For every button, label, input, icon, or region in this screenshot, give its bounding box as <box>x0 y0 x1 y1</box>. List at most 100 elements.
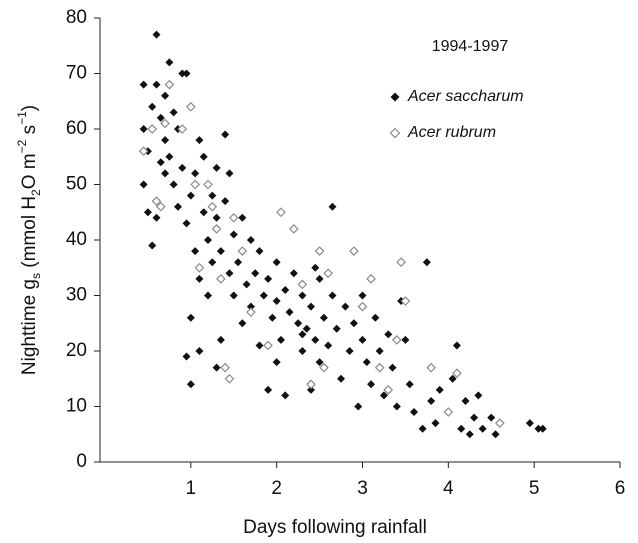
point <box>272 358 281 367</box>
point <box>401 335 410 344</box>
point <box>216 274 226 284</box>
point <box>418 424 427 433</box>
point <box>178 69 187 78</box>
point <box>487 413 496 422</box>
point <box>173 202 182 211</box>
point <box>478 424 487 433</box>
point <box>374 362 385 373</box>
point <box>155 201 166 212</box>
point <box>255 247 264 256</box>
point <box>379 391 388 400</box>
point <box>139 180 148 189</box>
point <box>212 363 221 372</box>
point <box>143 208 152 217</box>
point <box>457 424 466 433</box>
point <box>229 230 238 239</box>
point <box>246 302 255 311</box>
point <box>315 274 324 283</box>
point <box>410 408 418 417</box>
x-tick-label: 6 <box>615 478 626 499</box>
point <box>392 402 401 411</box>
point <box>358 335 367 344</box>
point <box>375 347 384 355</box>
point <box>156 113 165 122</box>
y-label-part: ) <box>19 105 40 111</box>
point <box>281 285 290 294</box>
point <box>161 169 170 178</box>
point <box>164 79 175 90</box>
y-tick-label: 60 <box>66 118 87 139</box>
y-label-part: s <box>19 125 40 140</box>
y-label-part: −1 <box>15 111 29 125</box>
point <box>216 247 225 256</box>
point <box>148 241 157 250</box>
point <box>538 424 547 433</box>
point <box>491 430 500 439</box>
point <box>465 430 474 439</box>
y-tick-label: 50 <box>66 174 87 195</box>
point <box>384 330 393 339</box>
point <box>319 313 328 322</box>
y-label-part: (mmol H <box>19 196 40 273</box>
point <box>362 358 371 367</box>
point <box>315 358 324 367</box>
point <box>186 191 195 200</box>
point <box>165 152 174 161</box>
point <box>212 163 221 172</box>
point <box>182 219 191 228</box>
point <box>311 335 320 344</box>
y-label-part: 2 <box>29 189 43 196</box>
point <box>156 158 165 167</box>
point <box>139 80 148 89</box>
point <box>426 362 437 373</box>
legend-marker <box>390 92 400 102</box>
point <box>314 246 325 256</box>
point <box>285 308 294 317</box>
point <box>212 213 221 222</box>
point <box>228 212 239 223</box>
point <box>229 291 238 300</box>
point <box>452 368 462 379</box>
y-label-part: Nighttime g <box>19 279 40 375</box>
y-tick-label: 20 <box>66 340 87 361</box>
x-tick-label: 3 <box>357 478 368 499</box>
point <box>148 102 157 111</box>
point <box>298 291 307 300</box>
point <box>435 385 444 394</box>
point <box>383 385 394 395</box>
point <box>470 413 479 422</box>
point <box>294 319 303 328</box>
point <box>443 407 454 417</box>
point <box>195 274 204 283</box>
point <box>161 136 170 145</box>
point <box>195 136 204 145</box>
point <box>191 169 200 178</box>
point <box>255 341 264 350</box>
point <box>190 179 200 190</box>
point <box>246 307 256 317</box>
point <box>323 268 334 279</box>
x-tick-label: 2 <box>271 478 282 499</box>
point <box>191 247 200 256</box>
legend-label: Acer saccharum <box>407 88 524 105</box>
point <box>525 419 534 428</box>
legend-label: Acer rubrum <box>407 124 496 141</box>
y-tick-label: 40 <box>66 229 87 250</box>
point <box>319 362 329 373</box>
y-tick-label: 80 <box>66 7 87 28</box>
point <box>259 291 268 300</box>
point <box>152 30 161 39</box>
point <box>366 274 376 284</box>
point <box>138 146 149 157</box>
point <box>358 291 367 300</box>
point <box>400 296 411 306</box>
point <box>211 224 222 234</box>
point <box>151 196 162 206</box>
point <box>297 279 308 290</box>
point <box>177 124 188 134</box>
point <box>494 418 505 428</box>
point <box>204 291 212 300</box>
y-tick-label: 10 <box>66 396 87 417</box>
point <box>272 258 281 267</box>
